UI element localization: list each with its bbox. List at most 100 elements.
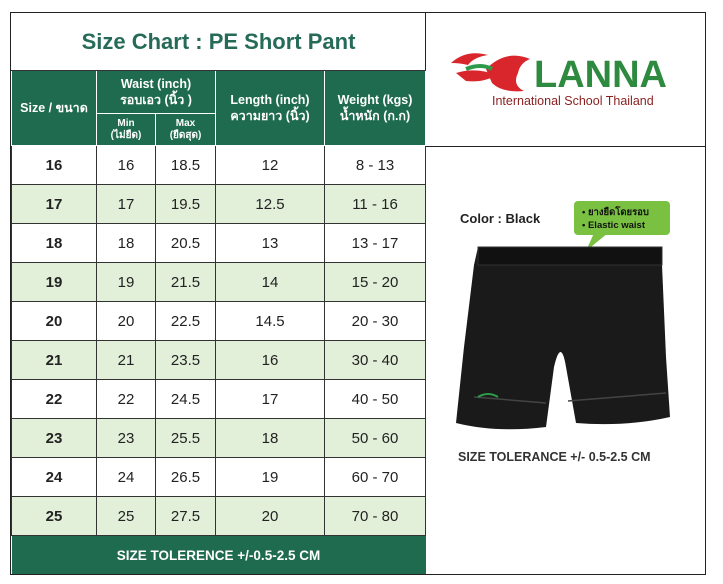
table-cell: 16 bbox=[96, 145, 156, 185]
header-text: ความยาว (นิ้ว) bbox=[230, 109, 310, 123]
table-cell: 24 bbox=[11, 457, 97, 497]
table-cell: 20.5 bbox=[155, 223, 216, 263]
feature-item: ยางยืดโดยรอบ bbox=[588, 206, 649, 218]
header-text: Size / ขนาด bbox=[20, 101, 88, 115]
table-row: 19 19 21.5 14 15 - 20 bbox=[11, 262, 426, 302]
table-cell: 70 - 80 bbox=[324, 496, 426, 536]
table-cell: 22.5 bbox=[155, 301, 216, 341]
header-text: Max bbox=[175, 117, 196, 129]
table-cell: 18 bbox=[96, 223, 156, 263]
table-cell: 23 bbox=[96, 418, 156, 458]
table-cell: 40 - 50 bbox=[324, 379, 426, 419]
logo-name: LANNA bbox=[534, 54, 667, 96]
logo-swoosh bbox=[456, 70, 496, 82]
table-row: 23 23 25.5 18 50 - 60 bbox=[11, 418, 426, 458]
header-text: (ไม่ยืด) bbox=[110, 129, 142, 141]
table-cell: 30 - 40 bbox=[324, 340, 426, 380]
table-cell: 25.5 bbox=[155, 418, 216, 458]
table-cell: 22 bbox=[96, 379, 156, 419]
header-cell: Size / ขนาด bbox=[11, 70, 97, 146]
header-text: Waist (inch) bbox=[120, 77, 192, 91]
table-row: 18 18 20.5 13 13 - 17 bbox=[11, 223, 426, 263]
logo-swoosh bbox=[465, 64, 493, 71]
table-cell: 20 bbox=[11, 301, 97, 341]
table-cell: 25 bbox=[11, 496, 97, 536]
table-cell: 21 bbox=[96, 340, 156, 380]
table-cell: 26.5 bbox=[155, 457, 216, 497]
feature-text: • Elastic waist bbox=[582, 220, 646, 231]
waistband bbox=[477, 246, 663, 266]
color-label: Color : Black bbox=[460, 211, 541, 226]
table-cell: 12 bbox=[215, 145, 325, 185]
header-text: (ยืดสุด) bbox=[169, 129, 202, 141]
header-text: รอบเอว (นิ้ว ) bbox=[120, 93, 192, 107]
table-cell: 17 bbox=[11, 184, 97, 224]
table-row: 16 16 18.5 12 8 - 13 bbox=[11, 145, 426, 185]
table-cell: 18 bbox=[215, 418, 325, 458]
product-image: Color : Black • ยางยืดโดยรอบ • Elastic w… bbox=[456, 201, 670, 464]
table-cell: 50 - 60 bbox=[324, 418, 426, 458]
table-cell: 21.5 bbox=[155, 262, 216, 302]
size-table: Size Chart : PE Short Pant Size / ขนาด W… bbox=[11, 13, 426, 574]
table-row: 24 24 26.5 19 60 - 70 bbox=[11, 457, 426, 497]
table-cell: 20 bbox=[215, 496, 325, 536]
table-cell: 25 bbox=[96, 496, 156, 536]
table-cell: 60 - 70 bbox=[324, 457, 426, 497]
table-row: 20 20 22.5 14.5 20 - 30 bbox=[11, 301, 426, 341]
table-cell: 11 - 16 bbox=[324, 184, 426, 224]
title-row: Size Chart : PE Short Pant bbox=[11, 13, 426, 71]
footer-note: SIZE TOLERENCE +/-0.5-2.5 CM bbox=[11, 535, 426, 574]
header-text: Length (inch) bbox=[230, 93, 310, 107]
table-row: 17 17 19.5 12.5 11 - 16 bbox=[11, 184, 426, 224]
shorts bbox=[456, 247, 670, 430]
logo: LANNA International School Thailand bbox=[426, 13, 705, 147]
hem-stitch bbox=[473, 392, 667, 404]
table-cell: 19 bbox=[215, 457, 325, 497]
table-cell: 19.5 bbox=[155, 184, 216, 224]
table-cell: 18.5 bbox=[155, 145, 216, 185]
table-cell: 8 - 13 bbox=[324, 145, 426, 185]
table-cell: 16 bbox=[215, 340, 325, 380]
table-cell: 17 bbox=[215, 379, 325, 419]
table-cell: 22 bbox=[11, 379, 97, 419]
logo-graphic: LANNA International School Thailand bbox=[451, 53, 667, 108]
footer-row: SIZE TOLERENCE +/-0.5-2.5 CM bbox=[11, 535, 426, 574]
header-text: น้ำหนัก (ก.ก) bbox=[339, 109, 411, 123]
logo-subtitle: International School Thailand bbox=[492, 94, 654, 108]
feature-item: Elastic waist bbox=[588, 220, 646, 231]
header-cell: Weight (kgs) น้ำหนัก (ก.ก) bbox=[324, 70, 426, 146]
header-cell: Min (ไม่ยืด) bbox=[96, 113, 156, 146]
table-cell: 24 bbox=[96, 457, 156, 497]
table-cell: 12.5 bbox=[215, 184, 325, 224]
table-row: 22 22 24.5 17 40 - 50 bbox=[11, 379, 426, 419]
table-body: Size Chart : PE Short Pant Size / ขนาด W… bbox=[11, 13, 426, 574]
size-table-panel: Size Chart : PE Short Pant Size / ขนาด W… bbox=[11, 13, 426, 574]
tolerance-note: SIZE TOLERANCE +/- 0.5-2.5 CM bbox=[458, 450, 651, 464]
header-cell: Max (ยืดสุด) bbox=[155, 113, 216, 146]
table-cell: 14.5 bbox=[215, 301, 325, 341]
table-row: 21 21 23.5 16 30 - 40 bbox=[11, 340, 426, 380]
table-cell: 19 bbox=[11, 262, 97, 302]
table-cell: 13 - 17 bbox=[324, 223, 426, 263]
table-cell: 16 bbox=[11, 145, 97, 185]
logo-swoosh bbox=[451, 53, 488, 65]
feature-text: • ยางยืดโดยรอบ bbox=[582, 206, 649, 218]
table-cell: 27.5 bbox=[155, 496, 216, 536]
header-cell: Waist (inch) รอบเอว (นิ้ว ) bbox=[96, 70, 216, 114]
table-cell: 13 bbox=[215, 223, 325, 263]
table-cell: 20 bbox=[96, 301, 156, 341]
header-text: Weight (kgs) bbox=[337, 93, 413, 107]
table-cell: 23.5 bbox=[155, 340, 216, 380]
table-cell: 20 - 30 bbox=[324, 301, 426, 341]
subheader-row: Min (ไม่ยืด) Max (ยืดสุด) bbox=[12, 113, 426, 146]
table-cell: 18 bbox=[11, 223, 97, 263]
table-cell: 15 - 20 bbox=[324, 262, 426, 302]
product-panel: LANNA International School Thailand Colo… bbox=[426, 13, 705, 574]
table-cell: 23 bbox=[11, 418, 97, 458]
table-cell: 19 bbox=[96, 262, 156, 302]
table-cell: 24.5 bbox=[155, 379, 216, 419]
header-cell: Length (inch) ความยาว (นิ้ว) bbox=[215, 70, 325, 146]
header-text: Min bbox=[117, 117, 135, 129]
table-row: 25 25 27.5 20 70 - 80 bbox=[11, 496, 426, 536]
